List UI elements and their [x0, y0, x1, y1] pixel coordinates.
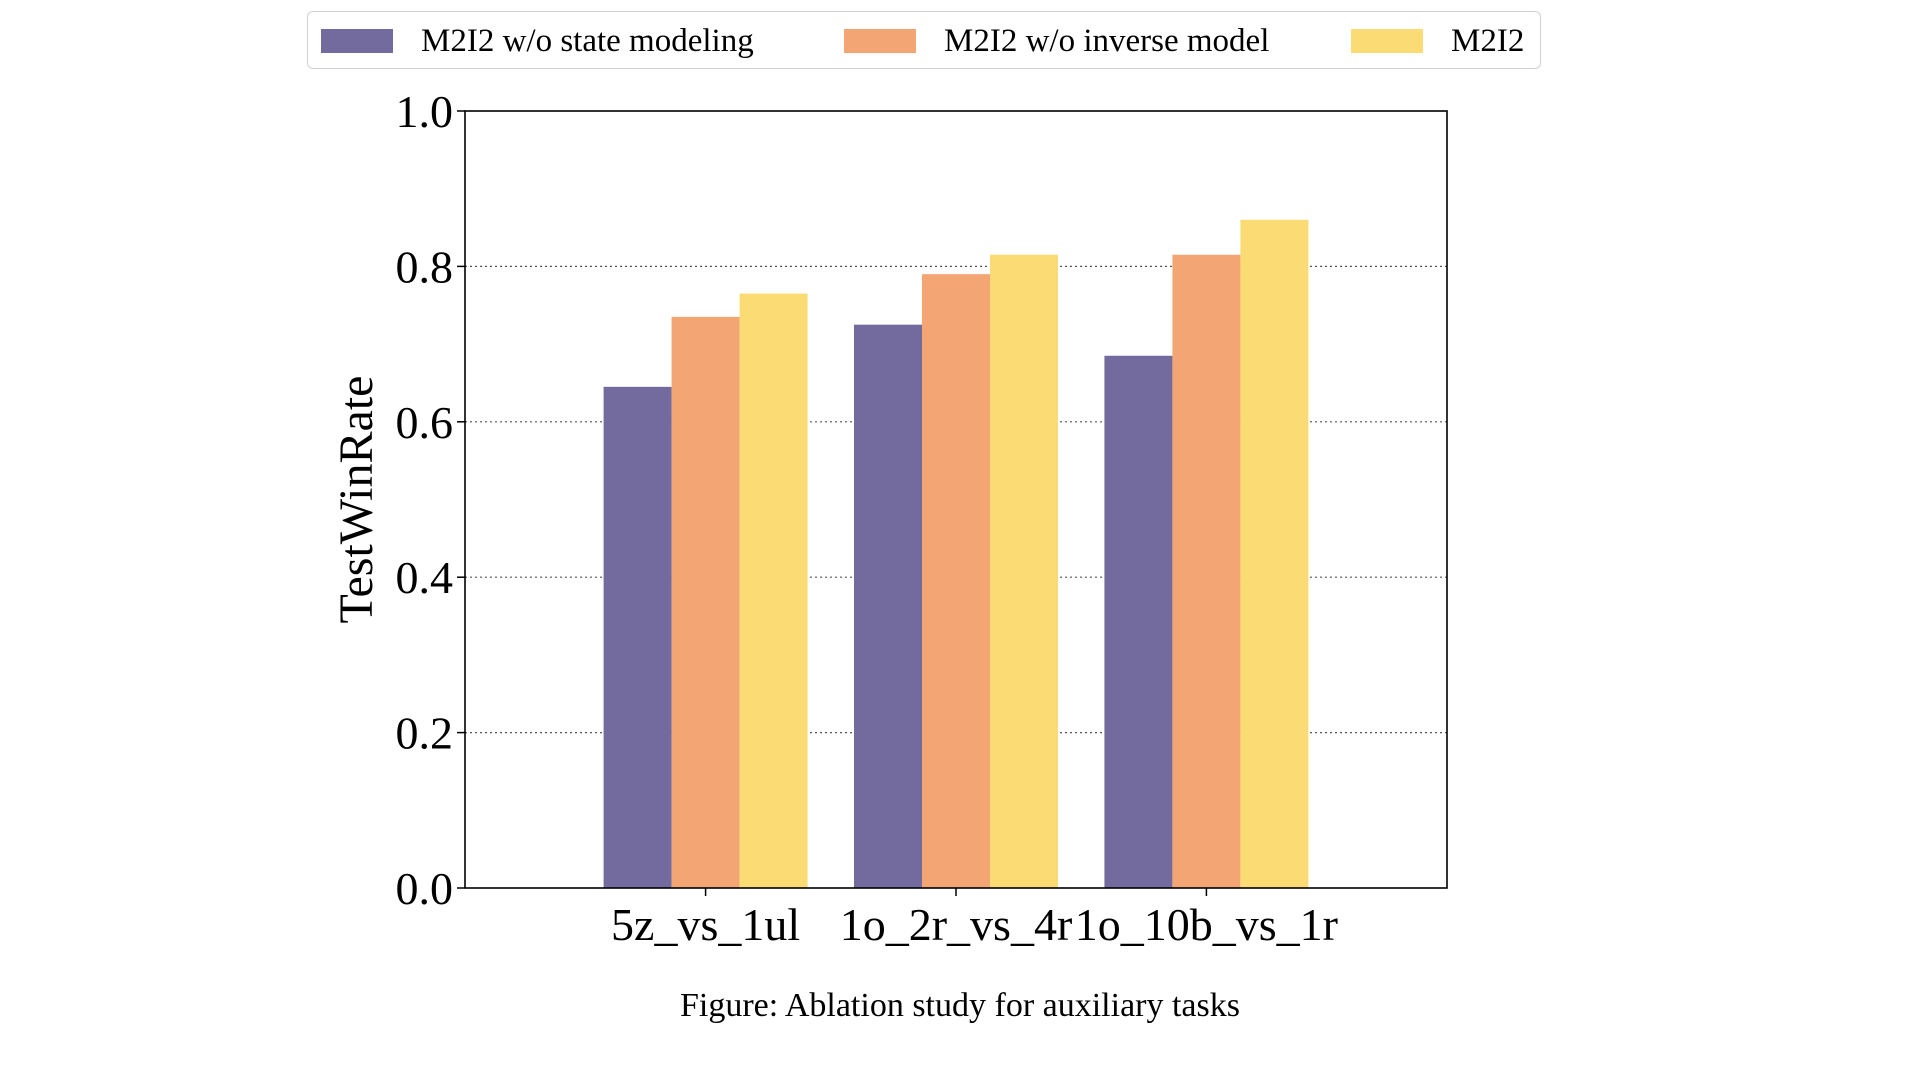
bars	[603, 219, 1309, 889]
legend-item-inverse-model: M2I2 w/o inverse model	[844, 12, 1269, 70]
legend-item-m2i2: M2I2	[1351, 12, 1524, 70]
x-ticks: 5z_vs_1ul 1o_2r_vs_4r 1o_10b_vs_1r	[611, 888, 1338, 950]
y-tick-label: 0.0	[396, 863, 454, 914]
y-tick-label: 0.8	[396, 241, 454, 292]
bar	[1172, 254, 1241, 888]
legend-label: M2I2	[1451, 22, 1525, 59]
y-axis-label: TestWinRate	[330, 376, 383, 624]
x-tick-label: 5z_vs_1ul	[611, 899, 800, 950]
bar	[671, 316, 740, 888]
figure-caption: Figure: Ablation study for auxiliary tas…	[680, 987, 1240, 1024]
bar	[1240, 219, 1309, 888]
x-tick-label: 1o_10b_vs_1r	[1075, 899, 1338, 950]
bar	[1104, 355, 1173, 888]
legend-item-state-modeling: M2I2 w/o state modeling	[321, 12, 754, 70]
legend-swatch	[844, 29, 916, 53]
y-tick-label: 0.4	[396, 552, 454, 603]
y-tick-label: 0.2	[396, 708, 454, 759]
bar	[854, 324, 922, 888]
legend-label: M2I2 w/o inverse model	[944, 22, 1270, 59]
bar	[739, 293, 808, 889]
legend: M2I2 w/o state modeling M2I2 w/o inverse…	[307, 11, 1541, 69]
y-tick-label: 1.0	[396, 86, 454, 137]
y-tick-label: 0.6	[396, 397, 454, 448]
legend-swatch	[1351, 29, 1423, 53]
y-ticks: 0.0 0.2 0.4 0.6 0.8 1.0	[396, 86, 465, 914]
legend-swatch	[321, 29, 393, 53]
bar	[922, 274, 990, 888]
bar	[603, 386, 672, 888]
legend-label: M2I2 w/o state modeling	[421, 22, 754, 59]
x-tick-label: 1o_2r_vs_4r	[840, 899, 1073, 950]
bar	[990, 254, 1058, 888]
